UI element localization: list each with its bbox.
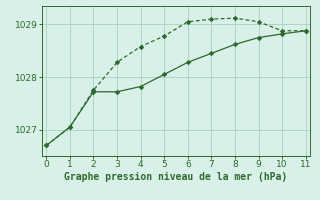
X-axis label: Graphe pression niveau de la mer (hPa): Graphe pression niveau de la mer (hPa) bbox=[64, 172, 288, 182]
